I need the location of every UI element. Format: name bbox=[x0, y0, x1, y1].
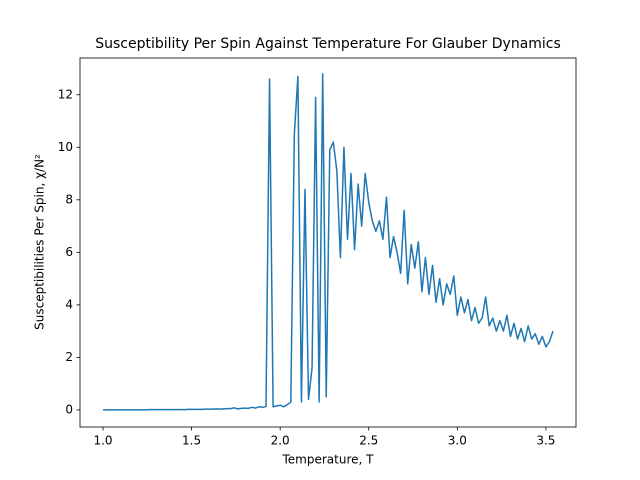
y-tick-label: 6 bbox=[65, 245, 73, 259]
plot-frame bbox=[79, 57, 577, 428]
y-tick-label: 4 bbox=[65, 297, 73, 311]
x-tick-label: 3.0 bbox=[448, 434, 467, 448]
y-tick-label: 12 bbox=[58, 87, 73, 101]
x-axis-label: Temperature, T bbox=[282, 453, 375, 467]
y-axis-label: Susceptibilities Per Spin, χ/N² bbox=[33, 154, 47, 330]
x-tick-label: 2.0 bbox=[271, 434, 290, 448]
data-line bbox=[103, 73, 554, 411]
x-tick-label: 1.5 bbox=[182, 434, 201, 448]
y-tick-label: 2 bbox=[65, 350, 73, 364]
y-tick-label: 10 bbox=[58, 140, 73, 154]
y-tick-label: 8 bbox=[65, 192, 73, 206]
chart-title: Susceptibility Per Spin Against Temperat… bbox=[95, 36, 561, 52]
y-tick-label: 0 bbox=[65, 402, 73, 416]
x-tick-label: 2.5 bbox=[359, 434, 378, 448]
x-tick-label: 1.0 bbox=[93, 434, 112, 448]
x-tick-label: 3.5 bbox=[536, 434, 555, 448]
